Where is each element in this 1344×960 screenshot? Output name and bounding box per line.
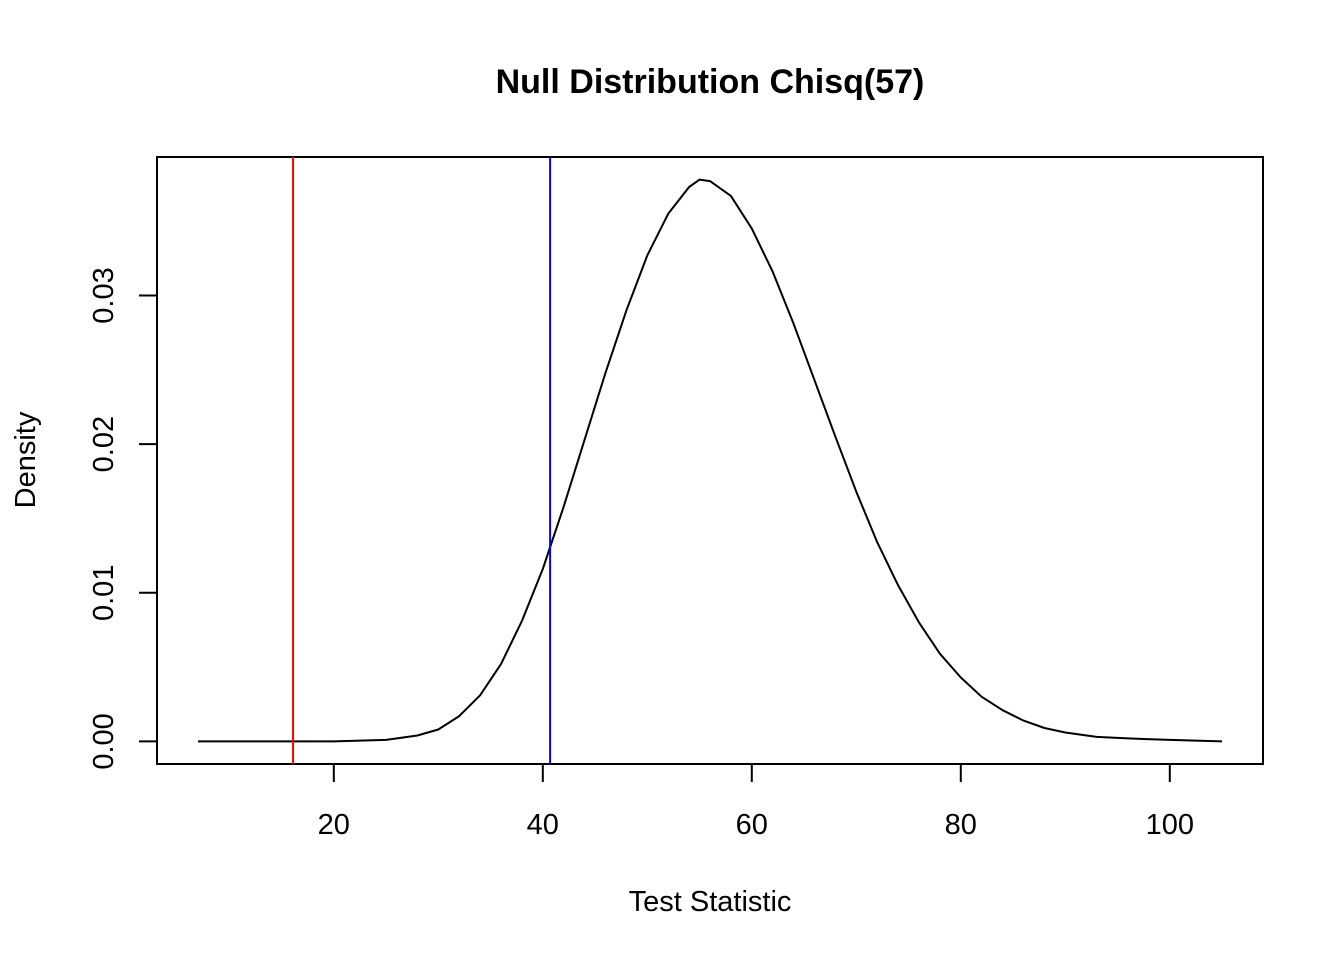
x-tick-label: 60 (736, 809, 768, 841)
y-tick-label: 0.02 (88, 416, 120, 472)
x-tick-label: 100 (1146, 809, 1194, 841)
plot-frame (156, 156, 1264, 765)
x-axis-label: Test Statistic (629, 886, 792, 918)
x-tick-label: 80 (945, 809, 977, 841)
density-curve (198, 178, 1223, 743)
series-layer (198, 178, 1223, 743)
y-tick-label: 0.00 (88, 713, 120, 769)
y-tick-label: 0.01 (88, 565, 120, 621)
y-tick-label: 0.03 (88, 267, 120, 323)
x-tick-label: 40 (527, 809, 559, 841)
x-axis: 20 40 60 80 100 (318, 763, 1194, 841)
y-axis: 0.00 0.01 0.02 0.03 (88, 267, 158, 770)
x-tick-label: 20 (318, 809, 350, 841)
y-axis-label: Density (10, 411, 42, 508)
chart-title: Null Distribution Chisq(57) (496, 63, 925, 101)
reference-lines (292, 157, 552, 764)
